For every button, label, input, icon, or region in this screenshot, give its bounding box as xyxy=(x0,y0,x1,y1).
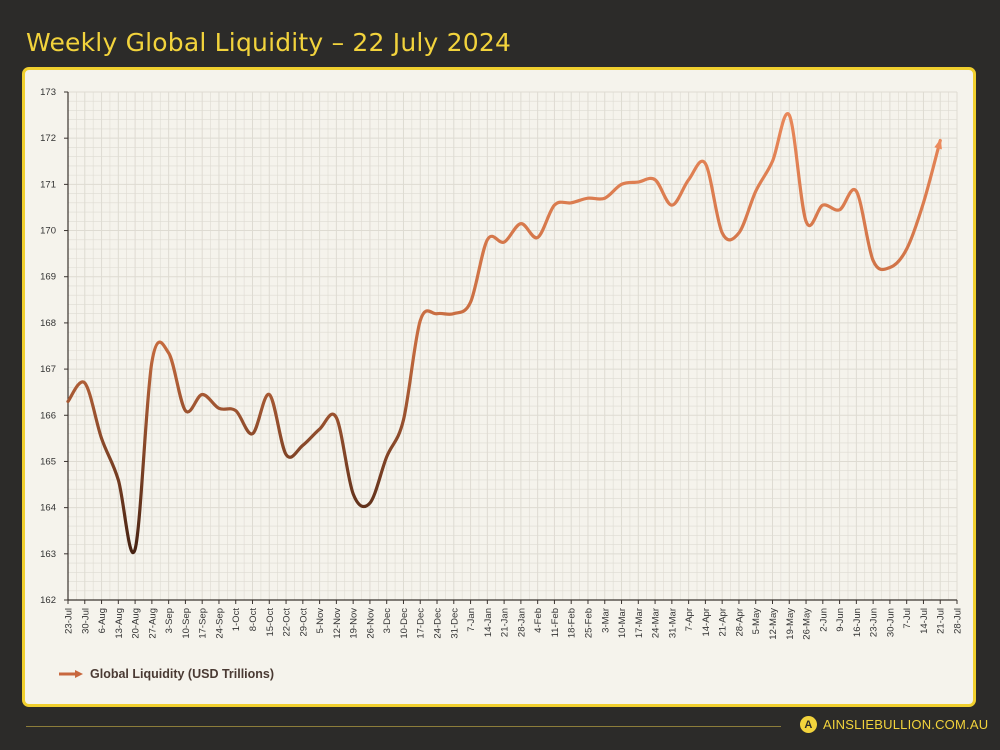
x-tick-label: 19-May xyxy=(785,608,796,640)
x-tick-label: 24-Dec xyxy=(433,608,444,639)
y-tick-label: 165 xyxy=(40,456,56,467)
x-tick-label: 26-May xyxy=(802,608,813,640)
x-tick-label: 12-May xyxy=(768,608,779,640)
legend: Global Liquidity (USD Trillions) xyxy=(58,667,274,681)
series-line-global-liquidity xyxy=(66,112,942,555)
x-tick-label: 31-Mar xyxy=(667,608,678,638)
x-tick-label: 14-Jul xyxy=(919,608,930,634)
brand: A AINSLIEBULLION.COM.AU xyxy=(800,716,988,733)
x-tick-label: 8-Oct xyxy=(248,608,259,632)
y-tick-label: 169 xyxy=(40,272,56,283)
x-tick-label: 23-Jul xyxy=(64,608,75,634)
x-tick-label: 17-Sep xyxy=(198,608,209,639)
x-tick-label: 5-Nov xyxy=(315,608,326,634)
x-tick-label: 28-Jul xyxy=(953,608,964,634)
x-tick-label: 21-Apr xyxy=(718,608,729,637)
x-tick-label: 26-Nov xyxy=(365,608,376,639)
x-tick-label: 23-Jun xyxy=(869,608,880,637)
y-tick-label: 162 xyxy=(40,595,56,606)
x-tick-label: 21-Jan xyxy=(500,608,511,637)
x-tick-label: 29-Oct xyxy=(298,608,309,637)
brand-url: AINSLIEBULLION.COM.AU xyxy=(823,717,989,732)
x-tick-label: 19-Nov xyxy=(349,608,360,639)
legend-arrow-icon xyxy=(59,670,83,678)
x-tick-label: 30-Jul xyxy=(80,608,91,634)
x-tick-label: 21-Jul xyxy=(936,608,947,634)
x-tick-label: 30-Jun xyxy=(885,608,896,637)
y-tick-label: 173 xyxy=(40,87,56,98)
x-tick-label: 15-Oct xyxy=(265,608,276,637)
y-tick-label: 163 xyxy=(40,549,56,560)
y-tick-label: 167 xyxy=(40,364,56,375)
x-tick-label: 1-Oct xyxy=(231,608,242,632)
x-tick-label: 9-Jun xyxy=(835,608,846,632)
series-arrowhead xyxy=(934,138,942,150)
x-tick-label: 10-Sep xyxy=(181,608,192,639)
x-tick-label: 31-Dec xyxy=(449,608,460,639)
y-tick-label: 170 xyxy=(40,226,56,237)
x-tick-label: 3-Dec xyxy=(382,608,393,634)
legend-label: Global Liquidity (USD Trillions) xyxy=(90,667,275,681)
x-tick-label: 10-Dec xyxy=(399,608,410,639)
footer-divider xyxy=(26,726,781,727)
x-tick-label: 18-Feb xyxy=(567,608,578,638)
x-tick-label: 25-Feb xyxy=(583,608,594,638)
y-tick-label: 172 xyxy=(40,133,56,144)
page-title: Weekly Global Liquidity – 22 July 2024 xyxy=(26,28,512,57)
x-tick-label: 28-Jan xyxy=(516,608,527,637)
x-tick-label: 17-Mar xyxy=(634,608,645,638)
x-tick-label: 4-Feb xyxy=(533,608,544,633)
x-tick-label: 28-Apr xyxy=(734,608,745,637)
y-tick-label: 166 xyxy=(40,410,56,421)
x-tick-label: 10-Mar xyxy=(617,608,628,638)
y-tick-label: 168 xyxy=(40,318,56,329)
x-tick-label: 7-Jul xyxy=(902,608,913,629)
x-tick-label: 22-Oct xyxy=(282,608,293,637)
x-tick-label: 16-Jun xyxy=(852,608,863,637)
x-tick-label: 7-Jan xyxy=(466,608,477,632)
x-tick-label: 12-Nov xyxy=(332,608,343,639)
x-tick-label: 7-Apr xyxy=(684,608,695,631)
y-tick-label: 171 xyxy=(40,179,56,190)
x-tick-label: 11-Feb xyxy=(550,608,561,637)
x-tick-label: 3-Mar xyxy=(600,608,611,633)
x-tick-label: 5-May xyxy=(751,608,762,635)
x-tick-label: 17-Dec xyxy=(416,608,427,639)
x-tick-label: 14-Apr xyxy=(701,608,712,637)
y-tick-label: 164 xyxy=(40,503,56,514)
x-tick-label: 20-Aug xyxy=(131,608,142,639)
x-tick-label: 24-Mar xyxy=(651,608,662,638)
ainslie-logo-icon: A xyxy=(800,716,817,733)
x-tick-label: 3-Sep xyxy=(164,608,175,633)
x-tick-label: 2-Jun xyxy=(818,608,829,632)
x-tick-label: 6-Aug xyxy=(97,608,108,633)
x-tick-label: 14-Jan xyxy=(483,608,494,637)
x-tick-label: 13-Aug xyxy=(114,608,125,639)
x-tick-label: 24-Sep xyxy=(214,608,225,639)
x-tick-label: 27-Aug xyxy=(147,608,158,639)
